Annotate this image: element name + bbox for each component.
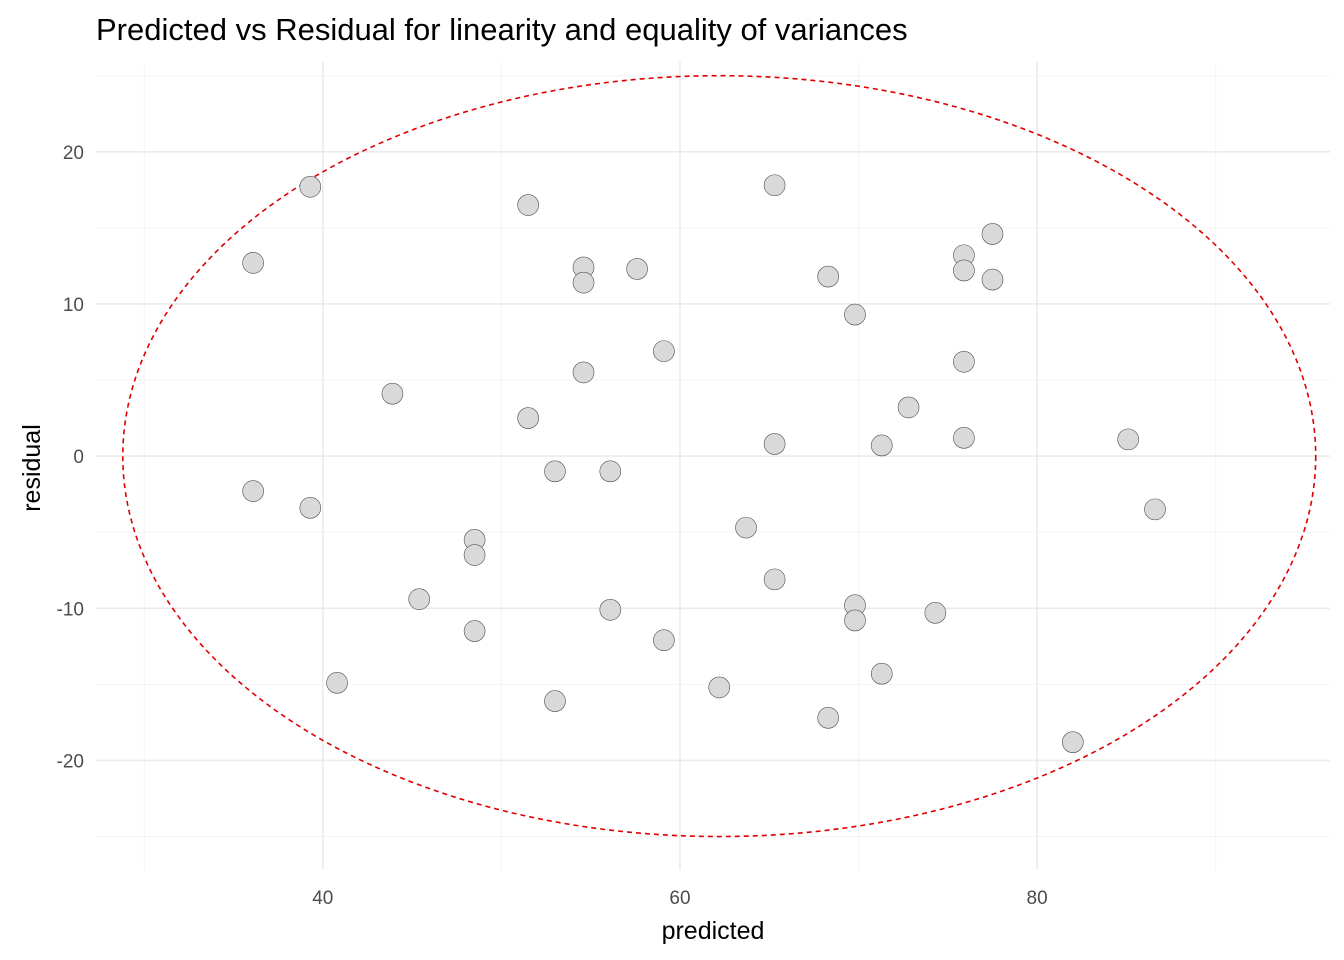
data-point [817, 265, 839, 288]
data-point [408, 588, 431, 610]
data-point [981, 223, 1004, 245]
data-point [897, 396, 920, 419]
data-point [844, 609, 866, 632]
data-point [870, 662, 893, 685]
data-point [1117, 428, 1140, 451]
data-point [953, 427, 975, 449]
data-point [381, 382, 404, 405]
data-point [953, 259, 975, 282]
x-tick-label: 60 [669, 888, 690, 909]
data-point [981, 268, 1004, 291]
confidence-ellipse-layer [121, 74, 1317, 838]
y-tick-label: 20 [63, 143, 84, 164]
data-point [763, 433, 786, 455]
x-tick-label: 40 [312, 888, 333, 909]
y-tick-label: 0 [73, 447, 84, 468]
grid [96, 62, 1330, 870]
data-point [1062, 731, 1084, 753]
data-point [844, 303, 866, 326]
data-point [544, 460, 566, 483]
data-point [1144, 498, 1166, 521]
data-point [708, 676, 731, 699]
data-points [242, 174, 1166, 753]
data-point [953, 350, 975, 373]
data-point [735, 516, 757, 539]
y-axis-title: residual [18, 424, 46, 512]
data-point [242, 480, 264, 502]
y-axis-ticks: -20 -10 0 10 20 [57, 143, 84, 773]
data-point [326, 672, 348, 694]
data-point [817, 707, 839, 729]
x-tick-label: 80 [1027, 888, 1048, 909]
data-point [572, 271, 595, 294]
data-point [299, 175, 322, 198]
data-point [544, 690, 566, 712]
x-axis-title: predicted [662, 917, 765, 945]
data-point [626, 258, 648, 280]
y-tick-label: 10 [63, 295, 84, 316]
data-point [763, 174, 786, 197]
y-tick-label: -20 [57, 751, 84, 772]
data-point [599, 598, 622, 621]
data-point [242, 252, 264, 274]
data-point [599, 460, 622, 483]
data-point [463, 620, 486, 642]
y-tick-label: -10 [57, 599, 84, 620]
data-point [299, 497, 322, 519]
data-point [763, 568, 786, 591]
data-point [517, 194, 539, 216]
data-point [572, 361, 595, 384]
data-point [870, 434, 893, 457]
data-point [517, 407, 539, 429]
confidence-ellipse [121, 74, 1317, 838]
data-point [653, 340, 675, 362]
data-point [924, 602, 947, 624]
chart-title: Predicted vs Residual for linearity and … [96, 12, 908, 47]
data-point [463, 544, 486, 566]
data-point [653, 629, 675, 652]
x-axis-ticks: 40 60 80 [312, 888, 1047, 909]
